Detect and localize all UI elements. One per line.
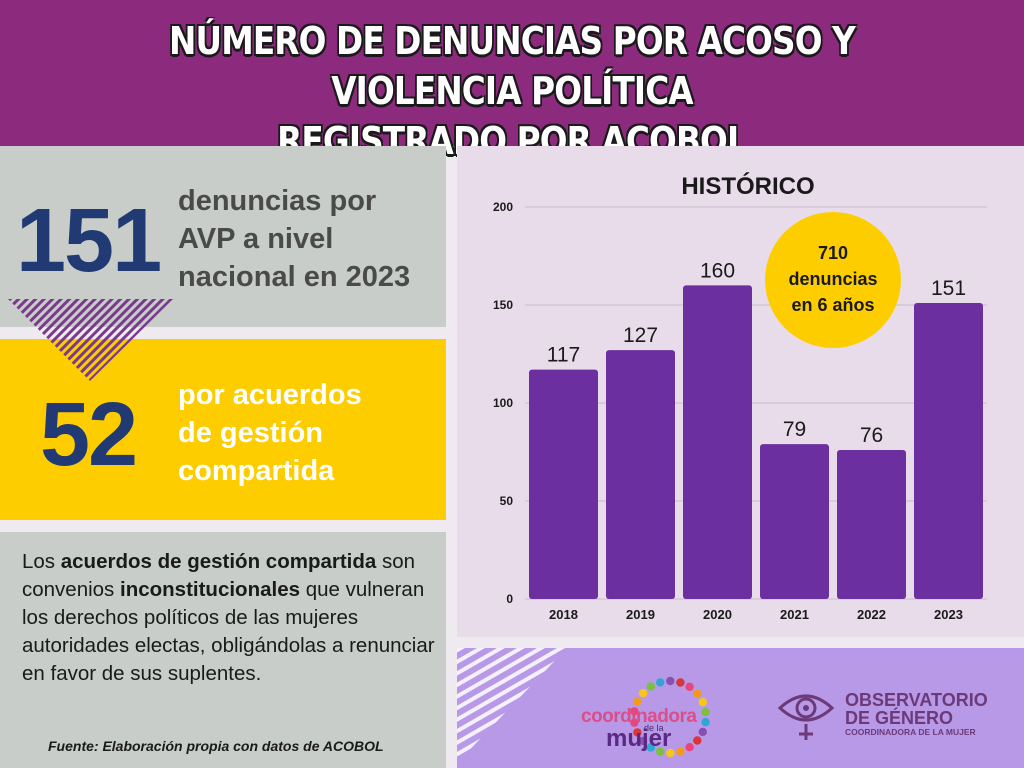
y-tick-label: 150 xyxy=(493,298,513,312)
bar xyxy=(683,285,752,599)
stat-total-label-line: nacional en 2023 xyxy=(178,261,411,293)
page-title: NÚMERO DE DENUNCIAS POR ACOSO Y VIOLENCI… xyxy=(72,16,953,166)
y-tick-label: 200 xyxy=(493,200,513,214)
stat-total-label: denuncias por AVP a nivel nacional en 20… xyxy=(178,182,410,296)
stat-panel-agreements xyxy=(0,339,446,520)
bar-value-label: 160 xyxy=(700,259,735,282)
logo-figure-dot xyxy=(693,736,702,745)
explanation-panel xyxy=(0,532,446,768)
y-tick-label: 50 xyxy=(500,494,514,508)
logo-figure-dot xyxy=(630,707,639,716)
explanation-text-bold: inconstitucionales xyxy=(120,578,300,601)
logo-figure-dot xyxy=(685,743,694,752)
x-tick-label: 2023 xyxy=(934,607,963,622)
explanation-text-part: son convenios xyxy=(22,550,416,601)
x-tick-label: 2020 xyxy=(703,607,732,622)
x-tick-label: 2019 xyxy=(626,607,655,622)
y-tick-label: 0 xyxy=(506,592,513,606)
stat-total-label-line: AVP a nivel xyxy=(178,223,334,255)
explanation-text: Los acuerdos de gestión compartida son c… xyxy=(22,548,442,688)
logo-figure-dot xyxy=(638,736,648,746)
bar xyxy=(606,350,675,599)
explanation-text-part: Los xyxy=(22,550,61,573)
logo-figure-dot xyxy=(630,718,639,727)
total-badge-text: 710 xyxy=(818,243,848,263)
observatorio-logo-line: OBSERVATORIO xyxy=(845,690,988,710)
logo-figure-dot xyxy=(656,678,665,687)
total-badge-text: en 6 años xyxy=(791,295,874,315)
logo-figure-dot xyxy=(701,717,710,727)
logo-figure-dot xyxy=(633,697,642,706)
explanation-text-part: que vulneran los derechos políticos de l… xyxy=(22,578,435,685)
bar-value-label: 127 xyxy=(623,324,658,347)
bar-chart: HISTÓRICO 0 50 100 150 200 117 2018 127 2019 160 20… xyxy=(493,172,987,622)
logo-figure-dot xyxy=(693,689,702,698)
title-line-1: NÚMERO DE DENUNCIAS POR ACOSO Y VIOLENCI… xyxy=(169,19,856,113)
logo-figure-dot xyxy=(685,682,694,691)
eye-venus-icon xyxy=(777,694,835,740)
explanation-text-bold: acuerdos de gestión compartida xyxy=(60,550,377,573)
coordinadora-logo-text-small: de la xyxy=(644,723,664,733)
stat-panel-total xyxy=(0,146,446,327)
logo-figure-dot xyxy=(676,747,685,756)
total-badge-text: denuncias xyxy=(788,269,877,289)
bar xyxy=(837,450,906,599)
bar-value-label: 79 xyxy=(783,418,806,441)
x-tick-label: 2018 xyxy=(549,607,578,622)
x-tick-label: 2022 xyxy=(857,607,886,622)
logo-figure-dot xyxy=(638,688,648,698)
logo-figure-dot xyxy=(633,728,642,737)
logo-figure-dot xyxy=(656,747,665,756)
y-tick-label: 100 xyxy=(493,396,513,410)
bar xyxy=(760,444,829,599)
observatorio-logo-subline: COORDINADORA DE LA MUJER xyxy=(845,727,976,737)
stat-total-label-line: denuncias por xyxy=(178,185,377,217)
stat-agreements-value: 52 xyxy=(40,385,138,485)
stat-agreements-label-line: compartida xyxy=(178,455,335,487)
logo-figure-dot xyxy=(646,682,655,691)
logo-figure-dot xyxy=(666,748,675,758)
logo-figure-dot xyxy=(701,707,710,717)
bar-value-label: 151 xyxy=(931,277,966,300)
chart-title: HISTÓRICO xyxy=(681,172,814,200)
bar-value-label: 117 xyxy=(547,344,580,367)
total-badge xyxy=(765,212,901,348)
logo-figure-dot xyxy=(698,697,707,707)
striped-triangle-decoration xyxy=(8,299,173,381)
striped-corner-decoration xyxy=(457,648,567,763)
x-tick-label: 2021 xyxy=(780,607,809,622)
coordinadora-logo-text-large: mujer xyxy=(606,725,672,752)
bar xyxy=(914,303,983,599)
logo-figure-dot xyxy=(666,676,675,686)
stat-agreements-label: por acuerdos de gestión compartida xyxy=(178,376,362,490)
logo-figure-dot xyxy=(676,678,685,687)
header-banner xyxy=(0,0,1024,146)
logo-figure-dot xyxy=(698,727,707,737)
stat-agreements-label-line: por acuerdos xyxy=(178,379,362,411)
bar-value-label: 76 xyxy=(860,424,883,447)
stat-total-value: 151 xyxy=(16,191,162,291)
source-note: Fuente: Elaboración propia con datos de … xyxy=(48,738,384,754)
bar xyxy=(529,369,598,599)
observatorio-logo-line: DE GÉNERO xyxy=(845,708,954,728)
coordinadora-logo-ring xyxy=(630,676,710,758)
logo-panel xyxy=(457,648,1024,768)
stat-agreements-label-line: de gestión xyxy=(178,417,324,449)
logo-figure-dot xyxy=(646,743,655,752)
coordinadora-logo-text: coordinadora xyxy=(581,706,697,727)
